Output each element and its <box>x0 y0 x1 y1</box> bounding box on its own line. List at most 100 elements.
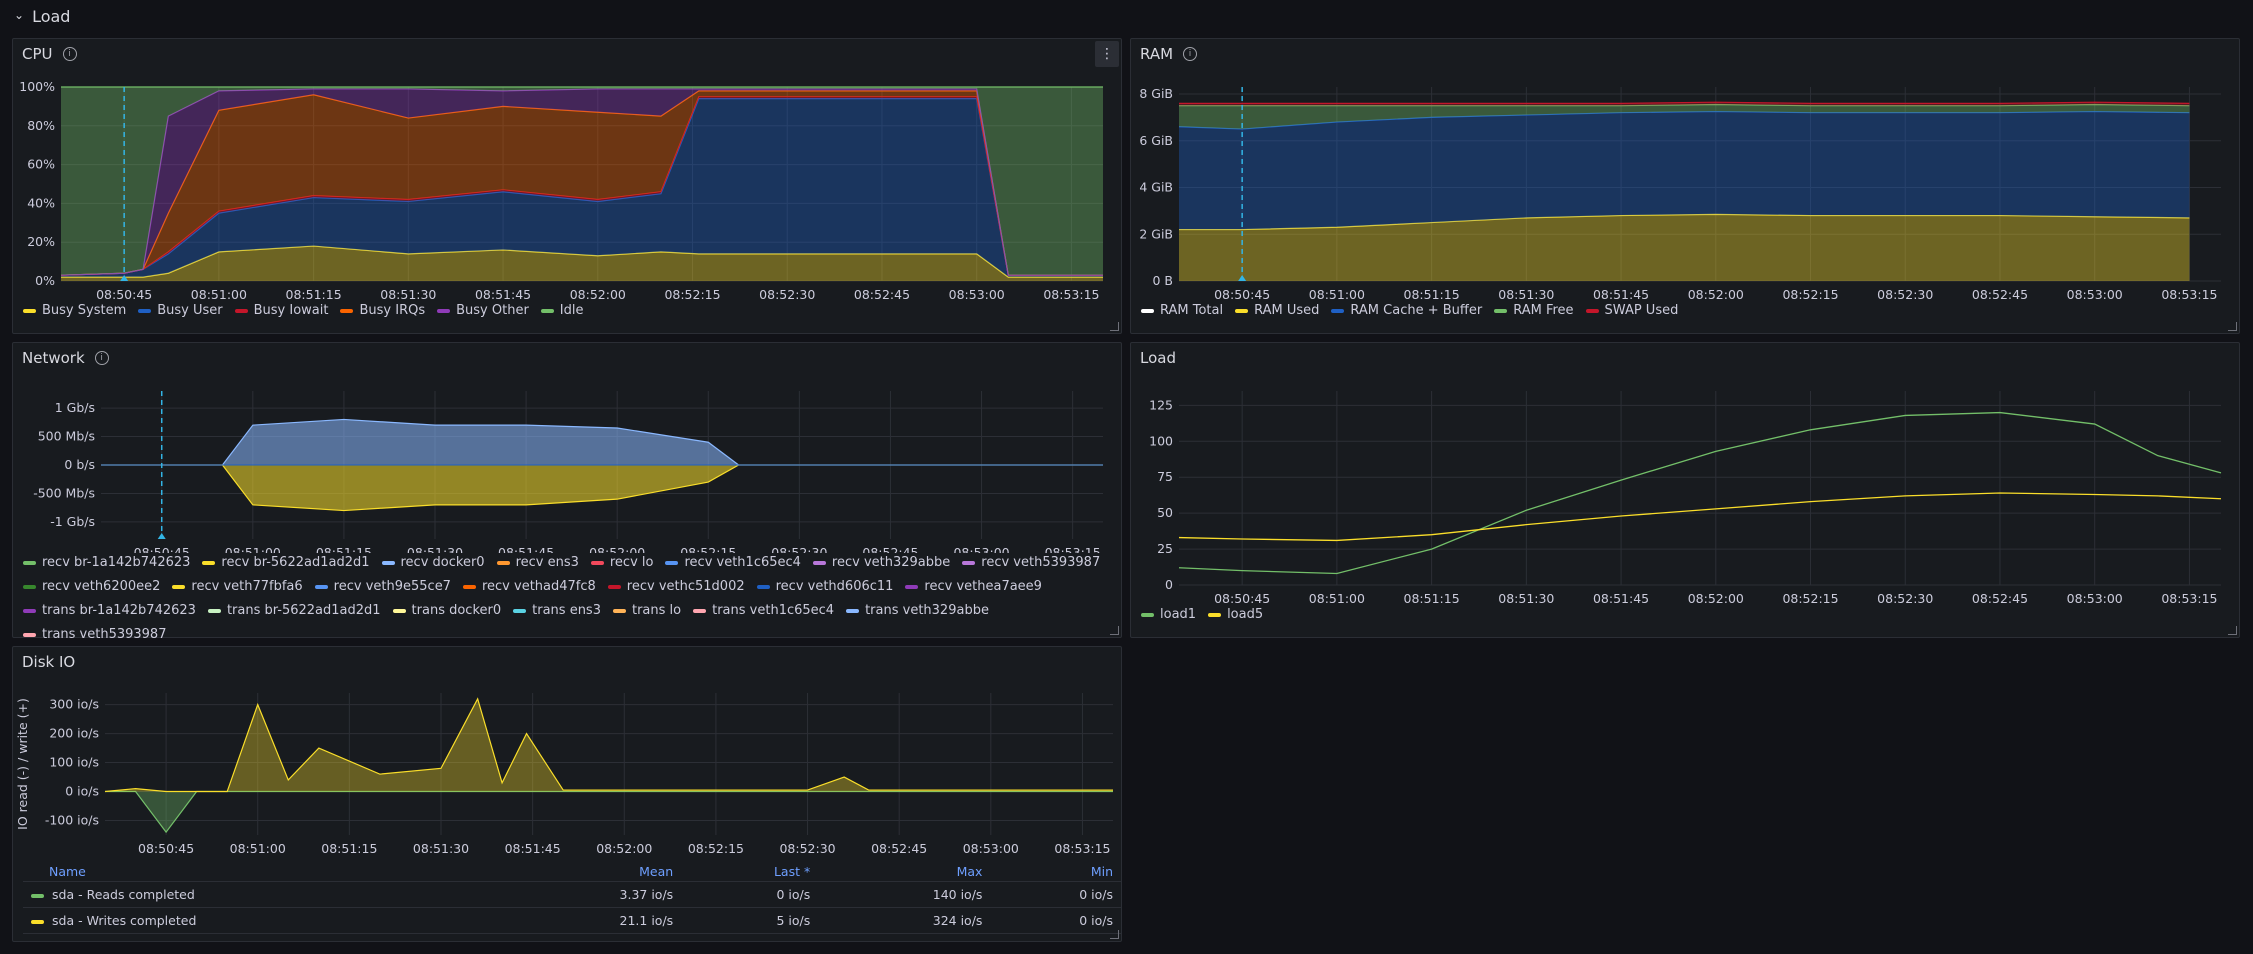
series-line <box>60 96 1103 276</box>
legend-item[interactable]: recv vethd606c11 <box>756 579 893 594</box>
legend-item[interactable]: RAM Total <box>1141 303 1223 318</box>
legend-item[interactable]: load5 <box>1208 607 1263 622</box>
x-tick-label: 08:53:00 <box>949 287 1005 302</box>
col-min[interactable]: Min <box>990 862 1121 882</box>
legend-item[interactable]: recv vethad47fc8 <box>462 579 596 594</box>
legend-item[interactable]: load1 <box>1141 607 1196 622</box>
legend-label: recv br-1a142b742623 <box>42 555 191 570</box>
x-tick-label: 08:51:15 <box>286 287 342 302</box>
legend-item[interactable]: recv vethc51d002 <box>607 579 745 594</box>
info-icon[interactable]: i <box>62 47 77 61</box>
x-tick-label: 08:52:45 <box>1972 287 2028 302</box>
y-tick-label: 75 <box>1157 469 1173 484</box>
info-icon[interactable]: i <box>94 351 109 365</box>
info-icon[interactable]: i <box>1183 47 1198 61</box>
legend-item[interactable]: RAM Cache + Buffer <box>1331 303 1482 318</box>
legend-item[interactable]: trans ens3 <box>513 603 601 618</box>
ram-chart[interactable]: 8 GiB 6 GiB 4 GiB 2 GiB 0 B 08:50:45 08:51:00 0… <box>1131 49 2239 309</box>
legend-item[interactable]: RAM Used <box>1235 303 1319 318</box>
resize-handle[interactable] <box>1110 322 1119 331</box>
chevron-down-icon[interactable]: ⌄ <box>14 8 25 22</box>
legend-item[interactable]: trans lo <box>612 603 681 618</box>
panel-header[interactable]: RAM i <box>1140 45 1198 63</box>
legend-item[interactable]: recv ens3 <box>496 555 579 570</box>
resize-handle[interactable] <box>1110 930 1119 939</box>
series-area <box>1179 102 2190 106</box>
series-area <box>105 791 1113 833</box>
panel-header[interactable]: Disk IO <box>22 653 75 671</box>
series-line <box>60 90 1103 276</box>
legend-label: trans veth1c65ec4 <box>712 603 835 618</box>
legend-item[interactable]: trans veth329abbe <box>846 603 989 618</box>
legend-item[interactable]: Idle <box>540 303 584 318</box>
resize-handle[interactable] <box>1110 626 1119 635</box>
row-header-load[interactable]: ⌄ Load <box>14 4 70 28</box>
series-line <box>61 245 1103 278</box>
x-tick-label: 08:53:00 <box>2067 591 2123 606</box>
legend-item[interactable]: trans docker0 <box>392 603 501 618</box>
legend-item[interactable]: recv br-5622ad1ad2d1 <box>202 555 370 570</box>
legend-item[interactable]: recv veth1c65ec4 <box>665 555 801 570</box>
legend-item[interactable]: RAM Free <box>1494 303 1574 318</box>
legend-item[interactable]: trans veth5393987 <box>23 627 166 642</box>
legend-item[interactable]: recv br-1a142b742623 <box>23 555 190 570</box>
legend-item[interactable]: recv veth6200ee2 <box>23 579 160 594</box>
y-tick-label: 0 b/s <box>64 457 95 472</box>
cpu-chart[interactable]: 100% 80% 60% 40% 20% 0% 08:50:45 08:51:00 08:51:… <box>13 49 1121 309</box>
network-chart[interactable]: 1 Gb/s 500 Mb/s 0 b/s -500 Mb/s -1 Gb/s 08:50… <box>13 353 1121 553</box>
legend-item[interactable]: recv lo <box>590 555 653 570</box>
resize-handle[interactable] <box>2228 626 2237 635</box>
legend-item[interactable]: recv veth329abbe <box>812 555 951 570</box>
legend-item[interactable]: recv vethea7aee9 <box>905 579 1042 594</box>
series-swatch <box>23 308 36 313</box>
panel-menu-button[interactable]: ⋮ <box>1095 41 1119 67</box>
x-tick-label: 08:52:45 <box>862 545 918 553</box>
legend-item[interactable]: SWAP Used <box>1585 303 1678 318</box>
y-tick-label: 6 GiB <box>1139 133 1173 148</box>
panel-title: Network <box>22 349 85 367</box>
col-max[interactable]: Max <box>818 862 991 882</box>
x-tick-label: 08:51:30 <box>413 841 469 856</box>
legend-item[interactable]: Busy User <box>138 303 223 318</box>
panel-header[interactable]: Network i <box>22 349 109 367</box>
table-row[interactable]: sda - Reads completed 3.37 io/s 0 io/s 1… <box>23 881 1121 908</box>
legend-label: trans ens3 <box>532 603 601 618</box>
series-line <box>1178 411 2222 575</box>
series-swatch <box>607 584 621 589</box>
legend-item[interactable]: Busy System <box>23 303 126 318</box>
load-chart[interactable]: 125 100 75 50 25 0 08:50:45 08:51:00 08:51:15 08:… <box>1131 353 2239 613</box>
panel-header[interactable]: CPU i <box>22 45 77 63</box>
legend-item[interactable]: recv veth5393987 <box>962 555 1100 570</box>
x-tick-label: 08:51:45 <box>505 841 561 856</box>
cell-max: 140 io/s <box>818 881 991 908</box>
legend-label: RAM Cache + Buffer <box>1350 303 1483 318</box>
x-tick-label: 08:53:15 <box>1054 841 1110 856</box>
series-name: sda - Writes completed <box>52 913 197 928</box>
resize-handle[interactable] <box>2228 322 2237 331</box>
panel-header[interactable]: Load <box>1140 349 1176 367</box>
legend-item[interactable]: Busy Iowait <box>234 303 328 318</box>
legend-item[interactable]: recv veth77fbfa6 <box>172 579 303 594</box>
legend-item[interactable]: Busy Other <box>437 303 529 318</box>
legend-item[interactable]: recv veth9e55ce7 <box>314 579 451 594</box>
legend-item[interactable]: trans veth1c65ec4 <box>693 603 834 618</box>
series-area <box>61 87 1103 276</box>
series-swatch <box>207 608 221 613</box>
col-name[interactable]: Name <box>23 862 499 882</box>
diskio-chart[interactable]: 300 io/s 200 io/s 100 io/s 0 io/s -100 io/s 0… <box>13 657 1121 867</box>
col-mean[interactable]: Mean <box>498 862 682 882</box>
x-tick-label: 08:50:45 <box>96 287 152 302</box>
series-swatch <box>234 308 248 313</box>
legend-item[interactable]: Busy IRQs <box>340 303 425 318</box>
legend-item[interactable]: trans br-1a142b742623 <box>23 603 196 618</box>
legend-item[interactable]: trans br-5622ad1ad2d1 <box>207 603 381 618</box>
col-last[interactable]: Last * <box>681 862 819 882</box>
legend-label: recv veth329abbe <box>831 555 951 570</box>
series-swatch <box>905 584 919 589</box>
legend-item[interactable]: recv docker0 <box>381 555 485 570</box>
legend-label: recv veth9e55ce7 <box>333 579 451 594</box>
x-tick-label: 08:52:15 <box>1782 591 1838 606</box>
load-legend: load1 load5 <box>1141 607 1263 622</box>
table-row[interactable]: sda - Writes completed 21.1 io/s 5 io/s … <box>23 907 1121 934</box>
network-legend: recv br-1a142b742623 recv br-5622ad1ad2d1… <box>23 555 1113 642</box>
